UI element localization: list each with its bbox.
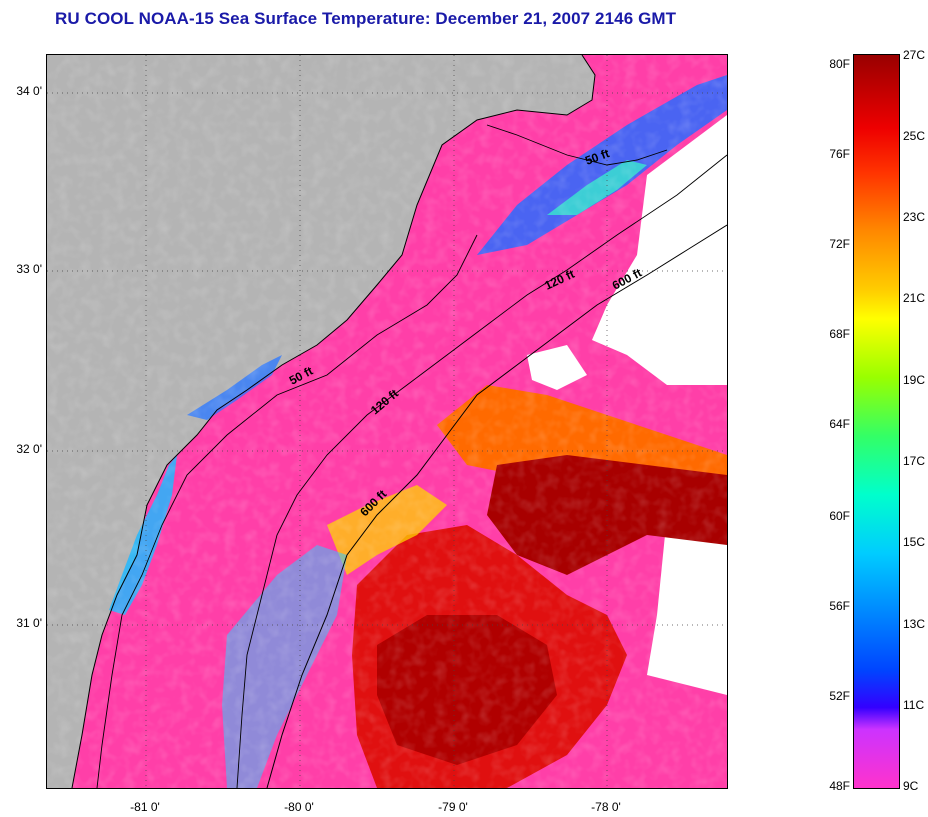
colorbar-c-15: 15C [903, 535, 926, 549]
lon-label-79: -79 0' [438, 800, 468, 814]
lat-label-33: 33 0' [16, 262, 42, 276]
speckle-texture [47, 55, 727, 788]
lon-label-81: -81 0' [130, 800, 160, 814]
colorbar-f-52: 52F [829, 689, 850, 703]
colorbar-f-64: 64F [829, 417, 850, 431]
graticule [47, 55, 727, 788]
colorbar-c-19: 19C [903, 373, 926, 387]
lon-label-80: -80 0' [284, 800, 314, 814]
isobath-120ft [236, 154, 727, 788]
colorbar-f-48: 48F [829, 779, 850, 793]
isobath-50ft [96, 124, 668, 788]
lat-label-31: 31 0' [16, 616, 42, 630]
colorbar-f-80: 80F [829, 57, 850, 71]
colorbar-c-21: 21C [903, 291, 926, 305]
coastline [71, 55, 596, 788]
lon-label-78: -78 0' [591, 800, 621, 814]
colorbar-c-23: 23C [903, 210, 926, 224]
colorbar-f-56: 56F [829, 599, 850, 613]
colorbar-c-27: 27C [903, 48, 926, 62]
colorbar-f-60: 60F [829, 509, 850, 523]
colorbar-c-13: 13C [903, 617, 926, 631]
colorbar-c-25: 25C [903, 129, 926, 143]
lat-label-34: 34 0' [16, 84, 42, 98]
colorbar-f-76: 76F [829, 147, 850, 161]
lat-label-32: 32 0' [16, 442, 42, 456]
colorbar-c-17: 17C [903, 454, 926, 468]
colorbar-c-9: 9C [903, 779, 919, 793]
map-title: RU COOL NOAA-15 Sea Surface Temperature:… [55, 9, 677, 28]
colorbar-c-11: 11C [903, 698, 925, 712]
sst-map[interactable]: 50 ft 120 ft 600 ft 50 ft 120 ft 600 ft [46, 54, 728, 789]
colorbar-f-72: 72F [829, 237, 850, 251]
colorbar-f-68: 68F [829, 327, 850, 341]
sst-image: 50 ft 120 ft 600 ft 50 ft 120 ft 600 ft [47, 55, 727, 788]
isobath-600ft [266, 224, 727, 788]
temperature-colorbar [853, 54, 900, 789]
